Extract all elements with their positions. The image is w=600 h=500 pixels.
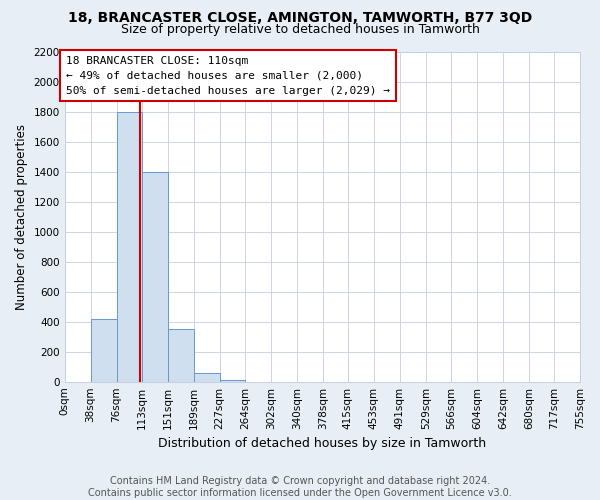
Bar	[194, 372, 220, 382]
Bar	[91, 318, 116, 382]
Text: 18 BRANCASTER CLOSE: 110sqm
← 49% of detached houses are smaller (2,000)
50% of : 18 BRANCASTER CLOSE: 110sqm ← 49% of det…	[66, 56, 390, 96]
Bar	[116, 112, 142, 382]
Y-axis label: Number of detached properties: Number of detached properties	[15, 124, 28, 310]
Bar	[168, 329, 194, 382]
Bar	[220, 380, 245, 382]
Bar	[142, 172, 168, 382]
Text: Size of property relative to detached houses in Tamworth: Size of property relative to detached ho…	[121, 22, 479, 36]
X-axis label: Distribution of detached houses by size in Tamworth: Distribution of detached houses by size …	[158, 437, 487, 450]
Text: Contains HM Land Registry data © Crown copyright and database right 2024.
Contai: Contains HM Land Registry data © Crown c…	[88, 476, 512, 498]
Text: 18, BRANCASTER CLOSE, AMINGTON, TAMWORTH, B77 3QD: 18, BRANCASTER CLOSE, AMINGTON, TAMWORTH…	[68, 11, 532, 25]
